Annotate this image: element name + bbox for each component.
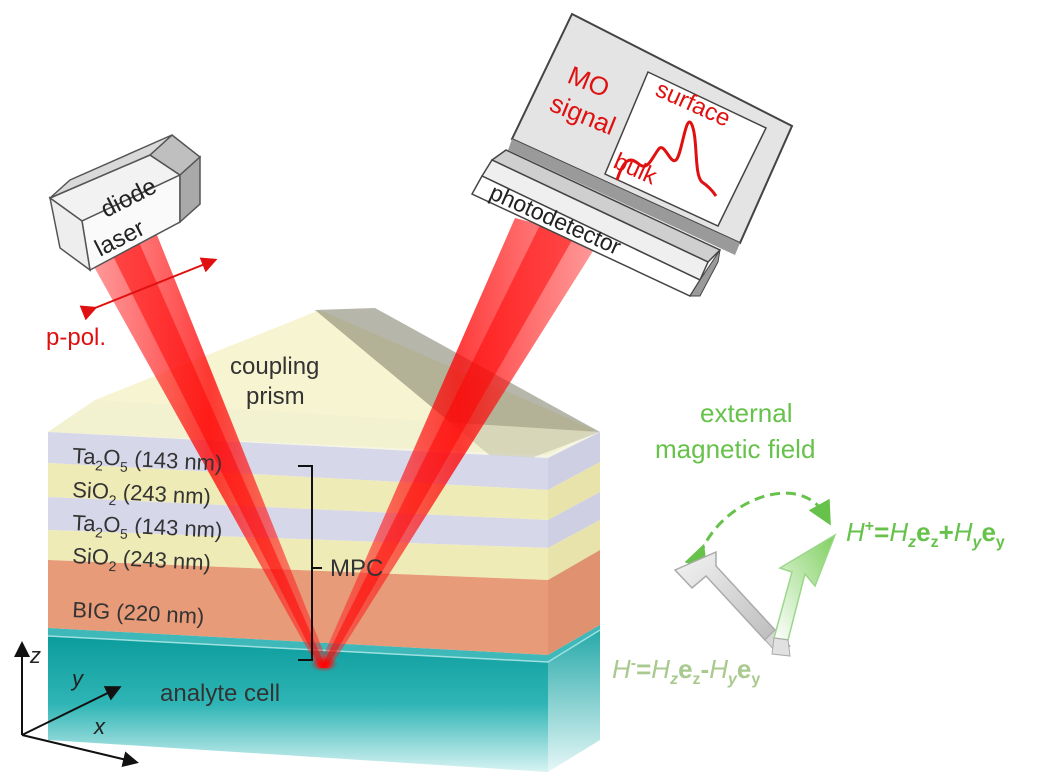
h-plus-label: H+=Hzez+Hyey — [846, 517, 1005, 551]
analyte-cell-side — [548, 630, 600, 772]
field-switch-arrow — [684, 491, 831, 571]
analyte-cell-top — [48, 625, 600, 662]
magnetic-field: external magnetic field H+=Hzez+Hyey H-=… — [612, 398, 1005, 688]
field-label-line2: magnetic field — [655, 434, 815, 464]
h-minus-label: H-=Hzez-Hyey — [612, 654, 760, 688]
prism-label-line2: prism — [246, 383, 305, 410]
layer-sio2-bottom — [48, 530, 548, 580]
layer-label-1: Ta2O5 (143 nm) — [72, 443, 223, 480]
layer-ta2o5-bottom — [48, 497, 548, 548]
mpc-label: MPC — [330, 555, 383, 582]
axis-y-label: y — [70, 666, 85, 691]
polarization-label: p-pol. — [46, 324, 106, 351]
axis-z-label: z — [29, 643, 41, 668]
field-label-line1: external — [700, 398, 793, 428]
analyte-cell-front — [48, 636, 548, 772]
h-minus-arrow — [673, 550, 791, 655]
h-plus-arrow — [771, 533, 837, 657]
layer-label-2: SiO2 (243 nm) — [72, 477, 212, 513]
coordinate-axes: z y x — [14, 641, 139, 767]
polarization-arrow — [79, 257, 218, 321]
layer-stack — [47, 308, 601, 772]
mo-signal-curve — [615, 120, 718, 197]
laser-beams — [88, 218, 600, 672]
axis-x-label: x — [93, 714, 106, 739]
reflection-spot — [310, 656, 338, 672]
layer-label-4: SiO2 (243 nm) — [72, 543, 212, 579]
mpc-bracket — [298, 465, 322, 661]
prism-label-line1: coupling — [230, 353, 319, 380]
analyte-label: analyte cell — [160, 680, 280, 707]
diode-laser: diode laser — [48, 134, 202, 272]
layer-label-3: Ta2O5 (143 nm) — [72, 510, 223, 547]
signal-screen — [604, 70, 768, 227]
